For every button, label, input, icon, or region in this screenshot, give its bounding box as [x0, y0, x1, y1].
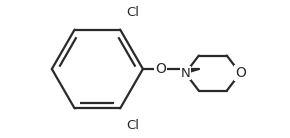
Text: N: N: [180, 67, 190, 80]
Text: Cl: Cl: [126, 6, 139, 19]
Text: O: O: [155, 62, 166, 76]
Text: Cl: Cl: [126, 119, 139, 132]
Text: O: O: [235, 66, 246, 80]
